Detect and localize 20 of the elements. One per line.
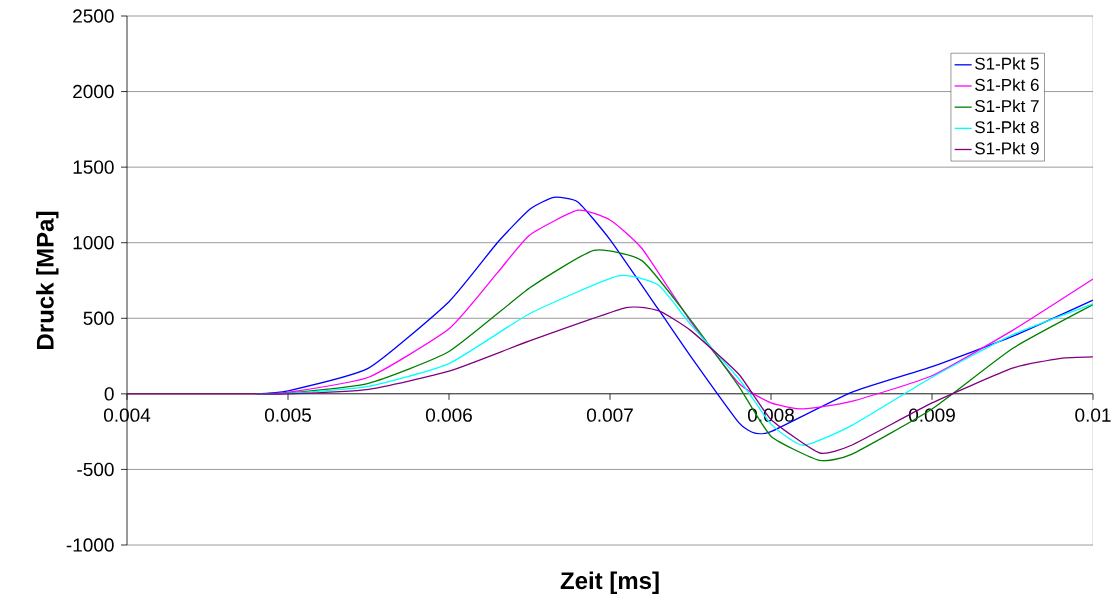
y-tick-label: 2000 (73, 84, 114, 99)
y-tick-label: 2500 (73, 9, 114, 23)
y-tick-label: -1000 (66, 538, 114, 552)
legend-label: S1-Pkt 8 (975, 120, 1039, 134)
y-tick-label: 0 (104, 387, 114, 401)
x-tick-label: 0.005 (264, 408, 311, 422)
x-tick-label: 0.01 (1075, 408, 1111, 422)
x-tick-label: 0.006 (425, 408, 472, 422)
legend-label: S1-Pkt 7 (975, 99, 1039, 113)
y-tick-label: 1000 (73, 235, 114, 250)
y-tick-label: 500 (83, 311, 114, 326)
x-tick-label: 0.007 (586, 408, 633, 422)
legend-label: S1-Pkt 5 (975, 57, 1039, 70)
y-tick-label: -500 (77, 462, 114, 477)
y-axis-title: Druck [MPa] (36, 211, 59, 349)
legend-label: S1-Pkt 6 (975, 78, 1039, 91)
legend-label: S1-Pkt 9 (975, 141, 1039, 155)
y-tick-label: 1500 (73, 160, 114, 174)
x-axis-title: Zeit [ms] (560, 571, 659, 594)
x-tick-label: 0.004 (103, 408, 151, 422)
